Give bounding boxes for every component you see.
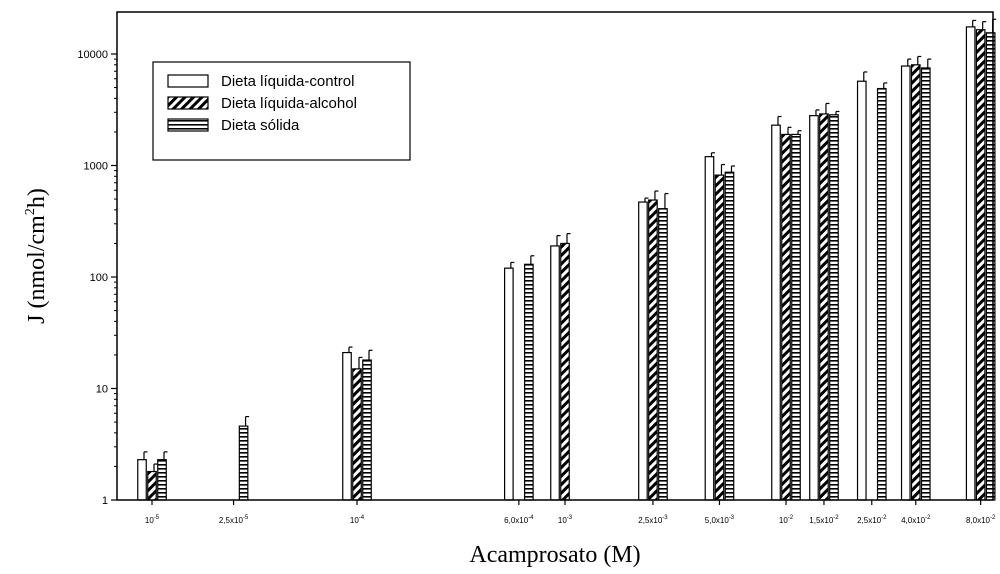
error-bar xyxy=(815,109,820,116)
error-bar xyxy=(510,261,515,269)
error-bar xyxy=(787,126,792,135)
bar-diagonal xyxy=(352,368,362,501)
error-bar xyxy=(556,235,561,246)
bar-open xyxy=(771,124,781,501)
bar-open xyxy=(638,201,648,501)
y-tick-label: 1 xyxy=(102,495,108,507)
bar-horizontal xyxy=(829,114,839,501)
bar-diagonal xyxy=(819,113,829,501)
bar-diagonal xyxy=(560,242,570,501)
x-tick-label: 10-2 xyxy=(779,515,794,525)
bar-open xyxy=(856,80,867,501)
error-bar xyxy=(143,451,148,460)
bar-horizontal xyxy=(724,171,735,501)
error-bar xyxy=(907,58,912,67)
bar-open xyxy=(965,26,976,501)
bar-open xyxy=(137,459,147,501)
error-bars-layer xyxy=(143,18,997,472)
bar-diagonal xyxy=(910,64,921,501)
y-tick-label: 100 xyxy=(90,272,108,284)
bar-open xyxy=(704,156,715,501)
legend: Dieta líquida-control Dieta líquida-alcoh… xyxy=(152,61,411,161)
legend-swatch-horizontal xyxy=(167,118,209,132)
error-bar xyxy=(710,152,715,157)
error-bar xyxy=(244,415,250,427)
x-axis: 10-5 2,5x10-5 10-4 6,0x10-4 10-3 2,5x10-3 5,0x… xyxy=(145,500,996,525)
error-bar xyxy=(917,55,922,65)
x-tick-label: 10-5 xyxy=(145,515,160,525)
y-axis: 1 10 100 1000 10000 xyxy=(77,49,117,507)
legend-label: Dieta sólida xyxy=(221,117,300,134)
bar-horizontal xyxy=(362,359,372,501)
bar-horizontal xyxy=(791,133,801,501)
x-tick-label: 2,5x10-3 xyxy=(638,515,668,525)
legend-swatch-open xyxy=(167,74,209,88)
error-bar xyxy=(927,58,932,68)
error-bar xyxy=(368,349,373,361)
error-bar xyxy=(358,356,363,369)
x-tick-label: 10-3 xyxy=(558,515,573,525)
legend-swatch-diagonal xyxy=(167,96,209,110)
error-bar xyxy=(664,192,669,209)
legend-label: Dieta líquida-alcohol xyxy=(221,95,357,112)
error-bar xyxy=(153,463,158,472)
bar-diagonal xyxy=(781,133,791,501)
error-bar xyxy=(797,130,802,135)
bar-open xyxy=(504,267,514,501)
error-bar xyxy=(530,255,535,265)
error-bar xyxy=(835,110,840,115)
y-tick-label: 1000 xyxy=(84,161,108,173)
error-bar xyxy=(654,190,659,201)
x-tick-label: 1,5x10-2 xyxy=(809,515,839,525)
error-bar xyxy=(825,102,830,114)
bar-diagonal xyxy=(147,470,157,501)
y-tick-label: 10000 xyxy=(77,49,108,61)
bar-open xyxy=(900,65,911,501)
x-tick-label: 8,0x10-2 xyxy=(966,515,996,525)
bar-diagonal xyxy=(648,199,658,501)
x-tick-label: 5,0x10-3 xyxy=(705,515,735,525)
error-bar xyxy=(982,21,987,30)
error-bar xyxy=(566,233,571,244)
bar-horizontal xyxy=(876,87,887,501)
error-bar xyxy=(348,346,353,353)
bar-horizontal xyxy=(658,208,668,501)
bar-diagonal xyxy=(714,174,725,501)
error-bar xyxy=(163,451,168,460)
bar-open xyxy=(550,245,560,501)
x-axis-title: Acamprosato (M) xyxy=(469,542,640,568)
bar-horizontal xyxy=(524,263,534,501)
x-tick-label: 10-4 xyxy=(350,515,365,525)
bar-diagonal xyxy=(975,29,986,501)
y-axis-title: J (nmol/cm2h) xyxy=(23,188,50,324)
x-tick-label: 6,0x10-4 xyxy=(504,515,534,525)
bar-horizontal xyxy=(920,67,931,501)
error-bar xyxy=(863,71,868,82)
error-bar xyxy=(644,197,649,203)
bar-horizontal xyxy=(238,425,249,501)
legend-label: Dieta líquida-control xyxy=(221,73,354,90)
bar-horizontal xyxy=(157,459,167,501)
error-bar xyxy=(972,19,977,27)
y-tick-label: 10 xyxy=(96,384,108,396)
bar-open xyxy=(809,115,819,501)
bar-open xyxy=(342,351,352,501)
x-tick-label: 2,5x10-5 xyxy=(219,515,249,525)
error-bar xyxy=(883,82,888,89)
error-bar xyxy=(777,115,782,126)
x-tick-label: 2,5x10-2 xyxy=(857,515,887,525)
error-bar xyxy=(730,165,735,173)
plot-frame xyxy=(116,11,994,501)
error-bar xyxy=(720,163,725,176)
x-tick-label: 4,0x10-2 xyxy=(901,515,931,525)
bars-layer xyxy=(137,26,996,501)
